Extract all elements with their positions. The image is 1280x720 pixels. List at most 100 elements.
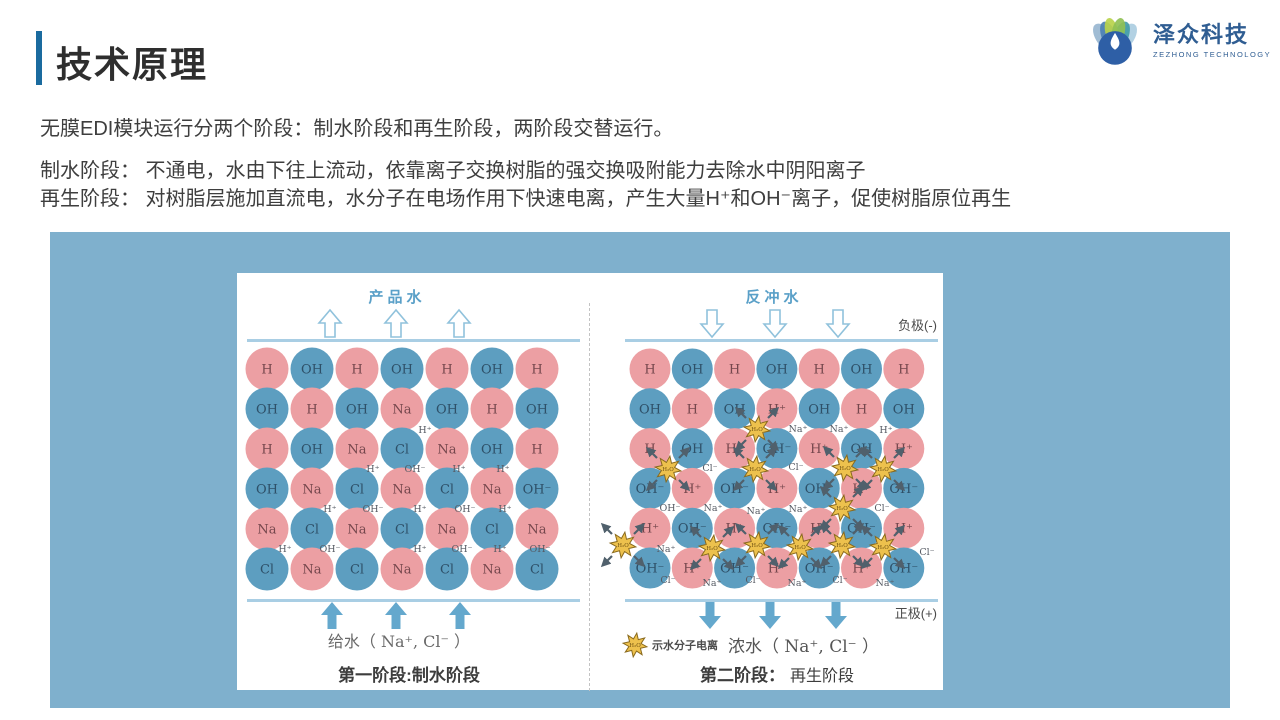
svg-text:H₂O: H₂O <box>877 467 889 473</box>
svg-text:Na⁺: Na⁺ <box>830 424 849 435</box>
ion-circle: H <box>425 347 469 391</box>
ion-circle: OH <box>671 348 713 390</box>
ion-circle: Na <box>425 507 469 551</box>
stage2-description: 再生阶段： 对树脂层施加直流电，水分子在电场作用下快速电离，产生大量H⁺和OH⁻… <box>40 188 1012 210</box>
water-split-star: H₂O <box>732 446 778 492</box>
svg-text:H⁺: H⁺ <box>493 544 506 555</box>
svg-text:H: H <box>531 443 542 458</box>
svg-text:Na⁺: Na⁺ <box>789 424 808 435</box>
svg-text:H: H <box>351 363 362 378</box>
svg-text:Na: Na <box>392 403 411 418</box>
ion-circle: OH <box>290 427 334 471</box>
ion-circle: Na <box>470 467 514 511</box>
ion-circle: Cl <box>470 507 514 551</box>
svg-text:OH: OH <box>681 363 703 378</box>
svg-text:反冲水: 反冲水 <box>745 288 802 306</box>
svg-text:OH⁻: OH⁻ <box>404 464 425 475</box>
water-split-star: H₂O <box>689 525 735 571</box>
diagram-panel: 产品水 H OH H OH H OH H OH H OH Na OH H OH H OH Na Cl Na OH H OH N… <box>50 232 1230 708</box>
ion-circle: H <box>290 387 334 431</box>
ion-circle: Na <box>515 507 559 551</box>
ion-circle: H⁺ <box>629 507 671 549</box>
ion-circle: Cl <box>425 467 469 511</box>
svg-text:第一阶段:制水阶段: 第一阶段:制水阶段 <box>338 665 480 685</box>
water-split-star: H₂O <box>600 522 646 568</box>
svg-text:Na⁺: Na⁺ <box>657 544 676 555</box>
svg-text:OH: OH <box>681 442 703 457</box>
svg-text:OH: OH <box>808 402 830 417</box>
svg-text:H⁺: H⁺ <box>498 504 511 515</box>
ion-circle: OH <box>714 388 756 430</box>
svg-text:Cl: Cl <box>440 563 454 578</box>
svg-text:H₂O: H₂O <box>629 643 641 649</box>
svg-text:H: H <box>261 443 272 458</box>
logo-company-subtitle: ZEZHONG TECHNOLOGY <box>1153 50 1272 60</box>
ion-circle: H <box>515 347 559 391</box>
svg-text:OH: OH <box>391 363 413 378</box>
svg-text:Na⁺: Na⁺ <box>876 578 895 589</box>
svg-text:OH⁻: OH⁻ <box>529 544 550 555</box>
svg-text:Na: Na <box>482 563 501 578</box>
svg-text:H₂O: H₂O <box>836 506 848 512</box>
ion-circle: Na <box>335 507 379 551</box>
water-split-star: H₂O <box>860 524 906 570</box>
svg-text:H⁺: H⁺ <box>452 464 465 475</box>
svg-text:OH⁻: OH⁻ <box>805 562 834 577</box>
svg-text:Na⁺: Na⁺ <box>788 578 807 589</box>
svg-text:OH: OH <box>893 402 915 417</box>
svg-text:Na: Na <box>437 523 456 538</box>
svg-text:H⁺: H⁺ <box>323 504 336 515</box>
svg-text:H₂O: H₂O <box>706 546 718 552</box>
svg-text:Cl: Cl <box>305 523 319 538</box>
svg-text:H: H <box>441 363 452 378</box>
ion-circle: H <box>245 427 289 471</box>
ion-circle: Cl <box>290 507 334 551</box>
water-split-star: H₂O <box>645 446 691 492</box>
ion-circle: Cl <box>335 467 379 511</box>
svg-text:OH: OH <box>301 363 323 378</box>
svg-text:浓水（ Na⁺, Cl⁻ ）: 浓水（ Na⁺, Cl⁻ ） <box>728 637 879 657</box>
svg-text:示水分子电离: 示水分子电离 <box>651 638 718 652</box>
water-split-star: H₂O <box>734 406 780 452</box>
svg-text:Na⁺: Na⁺ <box>704 503 723 514</box>
title-accent-bar <box>36 31 42 85</box>
diagram-canvas: 产品水 H OH H OH H OH H OH H OH Na OH H OH H OH Na Cl Na OH H OH N… <box>237 273 943 691</box>
svg-text:H⁺: H⁺ <box>895 522 913 537</box>
ion-circle: H <box>883 348 925 390</box>
svg-text:H₂O: H₂O <box>877 545 889 551</box>
ion-circle: OH <box>756 348 798 390</box>
svg-text:H⁺: H⁺ <box>496 464 509 475</box>
ion-circle: Cl <box>380 427 424 471</box>
svg-text:H⁺: H⁺ <box>683 562 701 577</box>
ion-circle: H <box>841 388 882 430</box>
ion-circle: OH <box>629 388 671 430</box>
company-logo: 泽众科技 ZEZHONG TECHNOLOGY <box>1086 12 1271 70</box>
svg-text:Na⁺: Na⁺ <box>789 504 808 515</box>
svg-text:H⁺: H⁺ <box>413 504 426 515</box>
water-split-star: H₂O <box>819 522 865 568</box>
svg-text:OH: OH <box>256 483 278 498</box>
ion-circle: Na <box>380 387 424 431</box>
svg-text:OH⁻: OH⁻ <box>720 482 749 497</box>
svg-text:H⁺: H⁺ <box>683 482 701 497</box>
ion-circle: Cl <box>425 547 469 591</box>
svg-text:Na: Na <box>527 523 546 538</box>
ion-circle: OH <box>470 427 514 471</box>
ion-circle: Cl <box>380 507 424 551</box>
ion-circle: OH⁻ <box>515 467 559 511</box>
svg-text:H₂O: H₂O <box>839 466 851 472</box>
ion-circle: Na <box>290 467 334 511</box>
svg-text:Cl⁻: Cl⁻ <box>874 503 889 514</box>
ion-circle: Cl <box>245 547 289 591</box>
svg-text:负极(-): 负极(-) <box>898 318 937 333</box>
svg-text:OH: OH <box>301 443 323 458</box>
svg-text:H₂O: H₂O <box>751 427 763 433</box>
svg-text:Cl: Cl <box>260 563 274 578</box>
page-title: 技术原理 <box>56 44 209 85</box>
svg-text:OH: OH <box>526 403 548 418</box>
ion-circle: OH <box>245 467 289 511</box>
ion-circle: Na <box>335 427 379 471</box>
ion-circle: H <box>335 347 379 391</box>
ion-circle: Na <box>380 467 424 511</box>
svg-text:OH: OH <box>481 363 503 378</box>
